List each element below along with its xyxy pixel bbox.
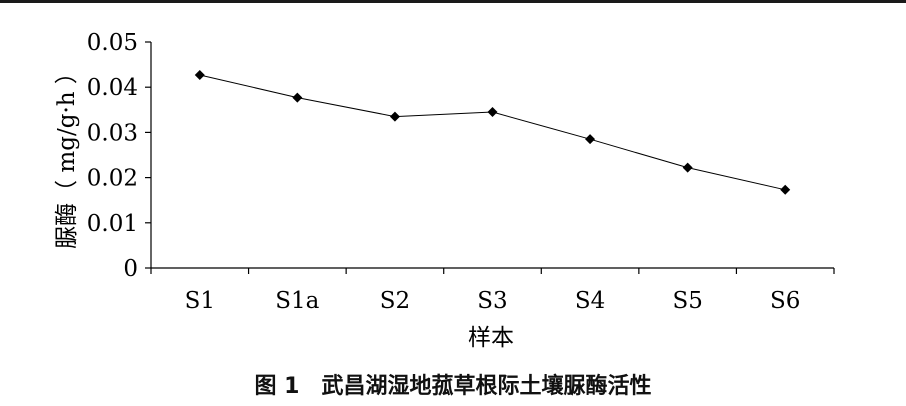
y-tick-label: 0.05 [87,30,138,56]
series-line [199,74,786,191]
data-point-marker [585,134,596,145]
x-tick-label: S3 [477,288,507,314]
y-axis-title: 脲酶（ mg/g·h ） [54,61,80,249]
y-tick-label: 0.03 [87,120,138,146]
data-point-marker [194,69,205,80]
x-tick-label: S4 [575,288,605,314]
data-point-marker [780,184,791,195]
x-tick-label: S1 [185,288,215,314]
y-tick-label: 0 [123,256,138,282]
figure-caption: 图 1 武昌湖湿地菰草根际土壤脲酶活性 [254,374,652,399]
axes [150,42,834,269]
x-axis-title: 样本 [468,325,514,351]
y-ticks: 0 0.01 0.02 0.03 0.04 0.05 [87,30,151,282]
y-tick-label: 0.01 [87,211,138,237]
y-tick-label: 0.04 [87,75,138,101]
x-tick-label: S2 [380,288,410,314]
data-point-marker [487,107,498,118]
x-tick-label: S5 [672,288,702,314]
y-tick-label: 0.02 [87,166,138,192]
plot-area [194,69,791,195]
data-point-marker [292,92,303,103]
x-tick-label: S6 [770,288,800,314]
x-tick-label: S1a [275,288,319,314]
top-rule [0,0,906,3]
x-ticks: S1 S1a S2 S3 S4 S5 S6 [150,268,835,314]
data-point-marker [389,111,400,122]
data-point-marker [682,162,693,173]
